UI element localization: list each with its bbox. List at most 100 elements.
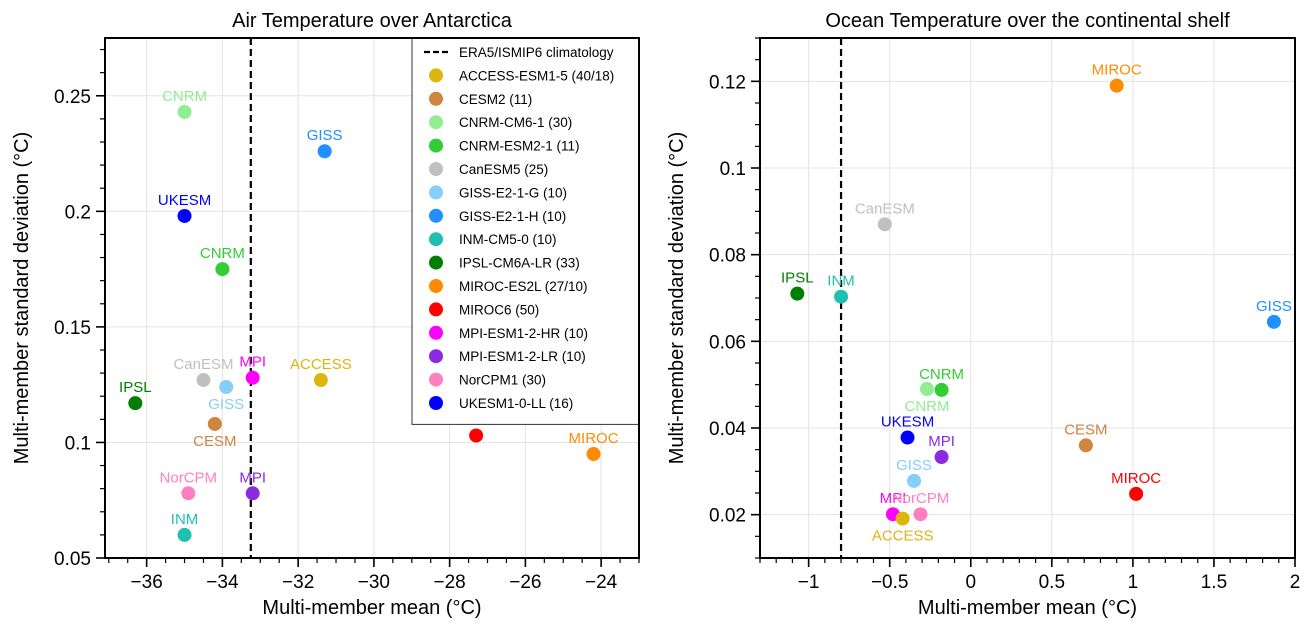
point-label: MPI <box>928 433 955 450</box>
legend-label: CanESM5 (25) <box>459 162 548 177</box>
legend-marker <box>429 396 443 410</box>
legend-marker <box>429 185 443 200</box>
y-tick-label: 0.1 <box>65 433 91 454</box>
point-label: GISS <box>208 396 244 413</box>
point-label: CanESM <box>855 200 915 217</box>
legend-marker <box>429 372 443 387</box>
legend-label: MPI-ESM1-2-HR (10) <box>459 326 588 341</box>
data-point <box>900 430 915 445</box>
x-axis-label: Multi-member mean (°C) <box>918 597 1137 619</box>
data-point <box>1266 314 1281 329</box>
grid <box>760 38 1296 558</box>
point-label: UKESM <box>881 414 934 431</box>
point-label: CESM <box>193 433 236 450</box>
y-tick-label: 0.08 <box>709 246 746 267</box>
x-tick-label: −0.5 <box>871 572 909 593</box>
x-tick-label: −24 <box>585 572 618 593</box>
data-point <box>913 507 928 522</box>
legend-label: CNRM-ESM2-1 (11) <box>459 139 580 154</box>
y-tick-label: 0.04 <box>709 419 746 440</box>
data-point <box>469 428 484 443</box>
legend-box <box>411 37 640 425</box>
data-point <box>245 486 260 501</box>
point-label: MPI <box>880 490 907 507</box>
point-label: INM <box>171 511 199 528</box>
legend-marker <box>429 279 443 293</box>
x-tick-label: 1 <box>1128 572 1139 593</box>
y-axis: 0.02 0.04 0.06 0.08 0.1 0.12 <box>709 37 760 559</box>
data-point <box>313 373 328 388</box>
data-point <box>245 370 260 385</box>
legend-marker <box>429 162 443 176</box>
legend-marker <box>429 91 443 106</box>
point-label: NorCPM <box>160 469 218 486</box>
data-point <box>207 416 222 431</box>
point-label: MIROC <box>1111 470 1161 487</box>
legend-label: MIROC6 (50) <box>459 302 539 317</box>
x-axis: −36 −34 −32 −30 −28 −26 −24 <box>108 558 640 593</box>
legend-marker <box>429 232 443 247</box>
x-tick-label: 2 <box>1290 572 1301 593</box>
x-tick-label: −32 <box>282 572 314 593</box>
data-point <box>128 396 143 411</box>
point-label: CNRM <box>919 366 964 383</box>
legend-marker <box>429 302 443 317</box>
point-label: INM <box>827 273 855 290</box>
y-tick-label: 0.12 <box>709 72 746 93</box>
x-tick-label: −36 <box>131 572 163 593</box>
data-point <box>934 450 949 465</box>
x-axis-label: Multi-member mean (°C) <box>262 597 481 619</box>
data-point <box>1109 78 1124 93</box>
x-axis: −1 −0.5 0 0.5 1 1.5 2 <box>759 558 1301 593</box>
data-point <box>317 144 332 159</box>
point-label: GISS <box>896 457 932 474</box>
point-label: GISS <box>1256 298 1292 315</box>
legend-label: CNRM-CM6-1 (30) <box>459 115 572 130</box>
chart-title: Ocean Temperature over the continental s… <box>825 10 1230 32</box>
data-point <box>907 473 922 488</box>
point-label: ACCESS <box>872 528 934 545</box>
legend-label: GISS-E2-1-H (10) <box>459 209 566 224</box>
y-tick-label: 0.05 <box>54 549 91 570</box>
legend-marker <box>429 115 443 130</box>
x-tick-label: 0.5 <box>1039 572 1065 593</box>
x-tick-label: −1 <box>798 572 820 593</box>
point-label: IPSL <box>119 379 152 396</box>
legend-marker <box>429 349 443 364</box>
y-tick-label: 0.15 <box>54 318 91 339</box>
data-point <box>177 527 192 542</box>
air-temperature-panel: −36 −34 −32 −30 −28 −26 −24 0.05 0.1 0.15 0.2 0.25… <box>11 10 640 619</box>
x-tick-label: −28 <box>434 572 466 593</box>
legend-marker <box>429 138 443 153</box>
legend-marker <box>429 325 443 340</box>
data-points: CNRM GISS UKESM CNRM CanESM MPI ACCESS GISS IPSL… <box>119 88 619 542</box>
point-label: CNRM <box>162 88 207 105</box>
data-point <box>1078 438 1093 453</box>
data-point <box>790 286 805 301</box>
x-tick-label: −26 <box>509 572 541 593</box>
point-label: MPI <box>239 469 266 486</box>
point-label: IPSL <box>781 270 814 287</box>
point-label: ACCESS <box>290 356 352 373</box>
data-point <box>934 382 949 397</box>
point-label: CNRM <box>904 398 949 415</box>
data-point <box>196 373 211 388</box>
chart-title: Air Temperature over Antarctica <box>232 10 513 32</box>
point-label: MPI <box>239 354 266 371</box>
plot-frame <box>104 37 640 559</box>
y-tick-label: 0.2 <box>65 202 91 223</box>
plot-frame <box>759 37 1296 559</box>
data-point <box>215 262 230 277</box>
legend-label: MIROC-ES2L (27/10) <box>459 279 588 294</box>
data-point <box>586 447 601 461</box>
point-label: UKESM <box>158 192 211 209</box>
point-label: CESM <box>1064 421 1107 438</box>
point-label: MIROC <box>569 430 619 447</box>
legend-label: ERA5/ISMIP6 climatology <box>459 45 614 60</box>
data-point <box>181 486 196 501</box>
point-label: GISS <box>307 127 343 144</box>
legend-label: IPSL-CM6A-LR (33) <box>459 256 580 271</box>
data-point <box>919 382 934 396</box>
